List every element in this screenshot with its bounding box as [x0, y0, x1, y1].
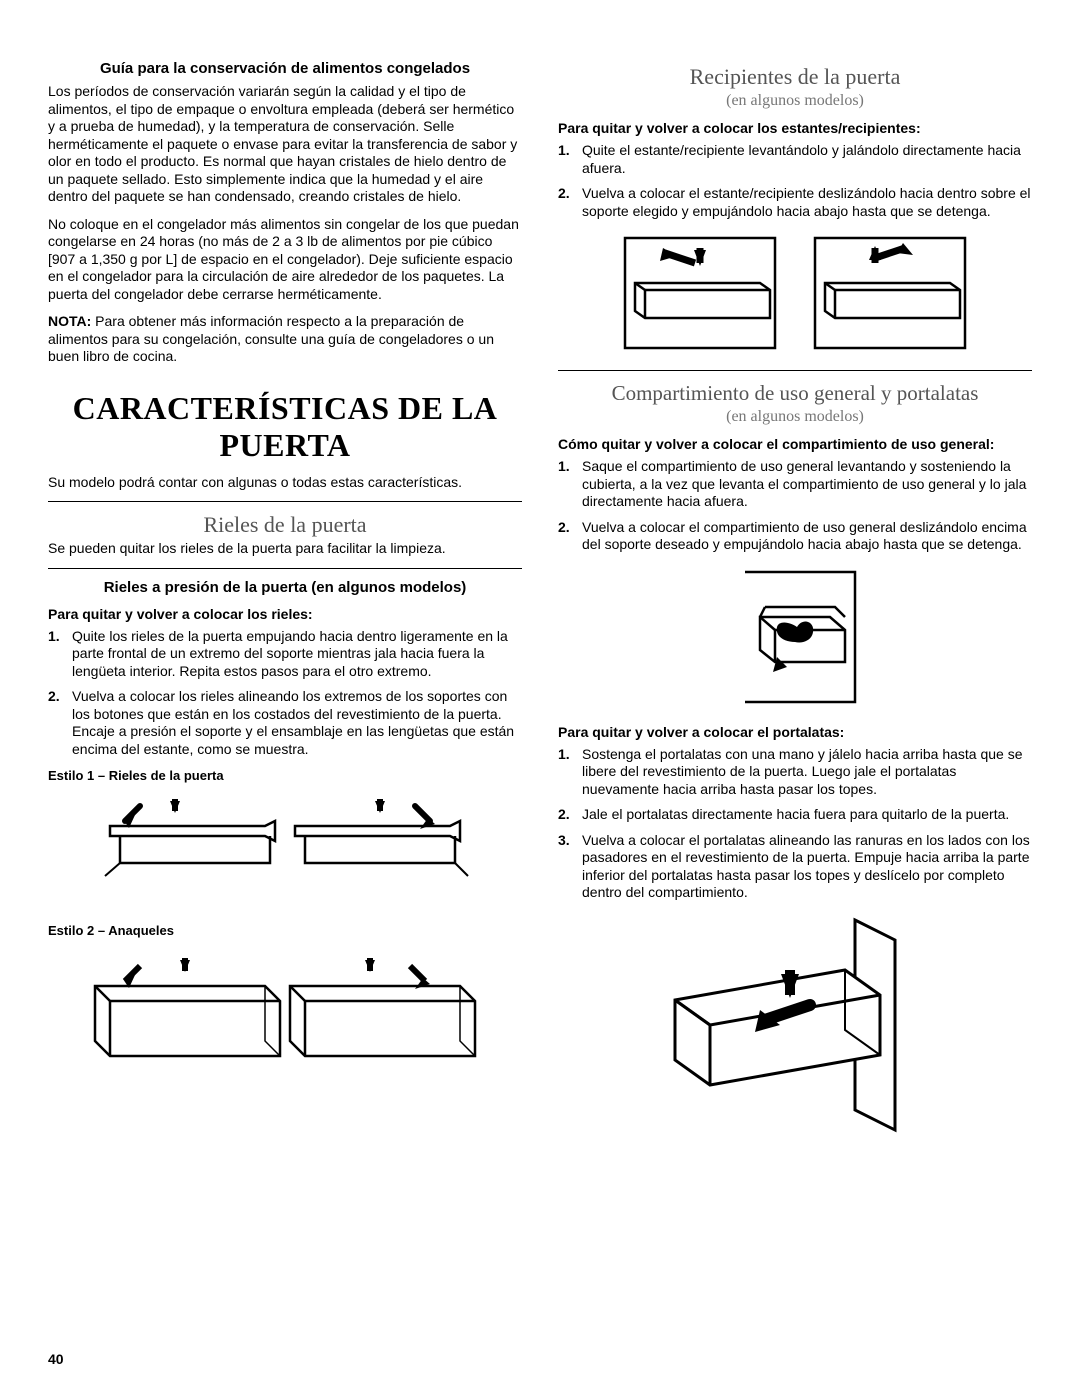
divider: [48, 501, 522, 502]
left-column: Guía para la conservación de alimentos c…: [48, 60, 522, 1152]
comp-figure: [558, 562, 1032, 712]
frozen-food-heading: Guía para la conservación de alimentos c…: [48, 60, 522, 77]
list-item: Quite los rieles de la puerta empujando …: [72, 628, 522, 681]
main-title: CARACTERÍSTICAS DE LA PUERTA: [48, 390, 522, 464]
list-item: Vuelva a colocar el portalatas alineando…: [582, 832, 1032, 902]
rieles-intro: Se pueden quitar los rieles de la puerta…: [48, 540, 522, 558]
recipientes-title: Recipientes de la puerta: [558, 64, 1032, 90]
rieles-title: Rieles de la puerta: [48, 512, 522, 538]
style2-label: Estilo 2 – Anaqueles: [48, 923, 522, 938]
list-item: Vuelva a colocar el estante/recipiente d…: [582, 185, 1032, 220]
note-text: Para obtener más información respecto a …: [48, 313, 494, 364]
remove-rails-label: Para quitar y volver a colocar los riele…: [48, 606, 522, 622]
paragraph: Los períodos de conservación variarán se…: [48, 83, 522, 206]
recip-remove-label: Para quitar y volver a colocar los estan…: [558, 120, 1032, 136]
can-remove-label: Para quitar y volver a colocar el portal…: [558, 724, 1032, 740]
compartimiento-title: Compartimiento de uso general y portalat…: [558, 381, 1032, 406]
list-item: Jale el portalatas directamente hacia fu…: [582, 806, 1032, 824]
style2-figure: [48, 946, 522, 1106]
list-item: Quite el estante/recipiente levantándolo…: [582, 142, 1032, 177]
comp-remove-label: Cómo quitar y volver a colocar el compar…: [558, 436, 1032, 452]
list-item: Saque el compartimiento de uso general l…: [582, 458, 1032, 511]
style1-label: Estilo 1 – Rieles de la puerta: [48, 768, 522, 783]
divider: [558, 370, 1032, 371]
style1-figure: [48, 791, 522, 911]
note-label: NOTA:: [48, 313, 91, 329]
divider: [48, 568, 522, 569]
intro-text: Su modelo podrá contar con algunas o tod…: [48, 474, 522, 492]
recip-figure: [558, 228, 1032, 358]
compartimiento-subtitle: (en algunos modelos): [558, 408, 1032, 426]
recip-steps: Quite el estante/recipiente levantándolo…: [558, 142, 1032, 220]
list-item: Sostenga el portalatas con una mano y já…: [582, 746, 1032, 799]
can-figure: [558, 910, 1032, 1140]
comp-steps: Saque el compartimiento de uso general l…: [558, 458, 1032, 554]
list-item: Vuelva a colocar los rieles alineando lo…: [72, 688, 522, 758]
note: NOTA: Para obtener más información respe…: [48, 313, 522, 366]
rieles-sub-heading: Rieles a presión de la puerta (en alguno…: [48, 579, 522, 596]
paragraph: No coloque en el congelador más alimento…: [48, 216, 522, 304]
right-column: Recipientes de la puerta (en algunos mod…: [558, 60, 1032, 1152]
can-steps: Sostenga el portalatas con una mano y já…: [558, 746, 1032, 902]
recipientes-subtitle: (en algunos modelos): [558, 92, 1032, 110]
page-number: 40: [48, 1351, 64, 1367]
list-item: Vuelva a colocar el compartimiento de us…: [582, 519, 1032, 554]
rail-steps: Quite los rieles de la puerta empujando …: [48, 628, 522, 759]
